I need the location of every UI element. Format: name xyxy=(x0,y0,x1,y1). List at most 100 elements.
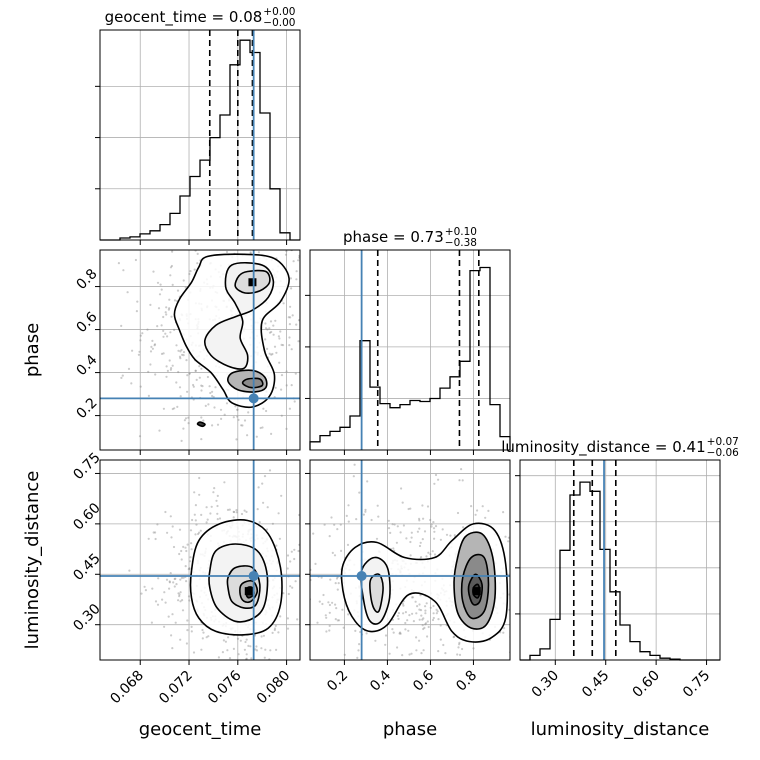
luminosity_distance_vs_geocent_time-point xyxy=(250,657,253,660)
luminosity_distance_vs_phase-point xyxy=(303,636,305,638)
phase_vs_geocent_time-point xyxy=(297,259,300,262)
luminosity_distance_vs_phase-point xyxy=(452,636,455,639)
luminosity_distance_vs_geocent_time-point xyxy=(188,567,191,570)
luminosity_distance_vs_phase-point xyxy=(426,620,429,623)
phase_vs_geocent_time-point xyxy=(249,241,251,243)
luminosity_distance_vs_geocent_time-point xyxy=(186,629,189,632)
luminosity_distance_vs_phase-point xyxy=(329,578,332,581)
phase_vs_geocent_time-point xyxy=(149,350,153,353)
luminosity_distance_vs_geocent_time-point xyxy=(212,671,214,673)
luminosity_distance_vs_phase-point xyxy=(387,527,391,530)
luminosity_distance_vs_geocent_time-point xyxy=(200,513,203,517)
luminosity_distance_vs_phase-point xyxy=(340,549,343,553)
luminosity_distance_vs_phase-point xyxy=(423,626,426,630)
phase_vs_geocent_time-point xyxy=(173,328,176,331)
luminosity_distance_vs_phase-point xyxy=(411,596,414,599)
luminosity_distance_vs_geocent_time-point xyxy=(243,509,246,512)
luminosity_distance_vs_phase-point xyxy=(439,624,442,627)
luminosity_distance_vs_phase-point xyxy=(345,514,348,518)
phase_vs_geocent_time-point xyxy=(202,419,205,422)
phase_vs_geocent_time-point xyxy=(136,300,139,303)
luminosity_distance_vs_geocent_time-point xyxy=(235,509,238,512)
luminosity_distance_vs_phase-point xyxy=(432,616,435,620)
luminosity_distance_vs_geocent_time-point xyxy=(205,506,208,509)
luminosity_distance_vs_phase-point xyxy=(402,524,405,527)
luminosity_distance_vs_phase-point xyxy=(407,507,410,511)
luminosity_distance_vs_phase-point xyxy=(426,661,428,663)
luminosity_distance_vs_phase-point xyxy=(431,618,435,622)
luminosity_distance_vs_geocent_time-point xyxy=(245,510,248,513)
phase_vs_geocent_time-point xyxy=(184,417,188,420)
phase_vs_geocent_time-point xyxy=(121,374,124,377)
luminosity_distance_vs_phase-point xyxy=(336,619,339,622)
luminosity_distance_vs_geocent_time-point xyxy=(157,577,160,580)
luminosity_distance_vs_geocent_time-point xyxy=(173,577,176,581)
phase_vs_geocent_time-point xyxy=(328,318,330,320)
phase_vs_geocent_time-point xyxy=(235,438,238,441)
luminosity_distance_vs_geocent_time-point xyxy=(179,591,182,594)
luminosity_distance_vs_phase-point xyxy=(328,535,331,538)
luminosity_distance_vs_phase-point xyxy=(404,628,407,631)
phase_vs_geocent_time-point xyxy=(188,372,191,375)
luminosity_distance_vs_phase-point xyxy=(331,601,334,604)
phase_vs_geocent_time-point xyxy=(177,370,180,374)
luminosity_distance_vs_phase-point xyxy=(416,530,419,533)
luminosity_distance_vs_geocent_time-point xyxy=(278,537,281,540)
luminosity_distance_vs_geocent_time-point xyxy=(289,560,292,563)
luminosity_distance_vs_phase-point xyxy=(418,603,421,606)
luminosity_distance_vs_phase-point xyxy=(358,643,361,646)
luminosity_distance_vs_phase-point xyxy=(396,525,399,528)
luminosity_distance_vs_phase-point xyxy=(377,515,380,518)
luminosity_distance_vs_geocent_time-point xyxy=(227,636,230,639)
luminosity_distance_vs_geocent_time-point xyxy=(165,682,167,684)
luminosity_distance_vs_phase-point xyxy=(444,652,447,655)
phase_vs_geocent_time-point xyxy=(168,298,171,301)
luminosity_distance_vs_geocent_time-point xyxy=(168,580,171,583)
phase_vs_geocent_time-point xyxy=(225,402,229,405)
phase_vs_geocent_time-point xyxy=(259,426,262,430)
phase_vs_geocent_time-point xyxy=(211,394,214,398)
luminosity_distance_vs_phase-point xyxy=(458,653,462,657)
luminosity_distance_vs_phase-point xyxy=(461,479,464,482)
luminosity_distance_vs_geocent_time-point xyxy=(249,645,252,648)
luminosity_distance_vs_phase-point xyxy=(433,537,436,540)
luminosity_distance_vs_phase-point xyxy=(532,555,534,557)
phase_vs_geocent_time-point xyxy=(169,331,172,334)
phase_vs_geocent_time-point xyxy=(354,338,356,340)
luminosity_distance_vs_phase-point xyxy=(513,693,515,695)
luminosity_distance_vs_phase-point xyxy=(541,542,543,544)
luminosity_distance_vs_phase-point xyxy=(296,570,298,572)
luminosity_distance_vs_phase-point xyxy=(418,639,421,642)
xtick-label-luminosity_distance-3: 0.75 xyxy=(680,668,713,701)
luminosity_distance_vs_geocent_time-point xyxy=(262,501,265,504)
phase_vs_geocent_time-point xyxy=(120,324,123,327)
ytick-label-phase-1: 0.4 xyxy=(74,352,101,379)
phase_vs_geocent_time-point xyxy=(228,230,230,232)
phase_vs_geocent_time-point xyxy=(285,384,288,387)
luminosity_distance_vs_geocent_time-point xyxy=(216,512,219,515)
luminosity_distance_vs_geocent_time-peak-0 xyxy=(244,587,253,596)
luminosity_distance_vs_phase-point xyxy=(514,592,516,594)
luminosity_distance_vs_phase-point xyxy=(391,523,394,526)
luminosity_distance_vs_geocent_time-point xyxy=(296,618,299,621)
luminosity_distance_vs_geocent_time-point xyxy=(185,642,188,645)
luminosity_distance_vs_phase-point xyxy=(476,509,479,512)
luminosity_distance_vs_phase-point xyxy=(544,582,546,584)
phase_vs_geocent_time-point xyxy=(186,390,189,393)
luminosity_distance_vs_phase-point xyxy=(357,649,360,652)
luminosity_distance_vs_phase-point xyxy=(550,712,552,714)
luminosity_distance_vs_phase-point xyxy=(420,614,423,617)
phase_vs_geocent_time-point xyxy=(234,405,237,408)
luminosity_distance_vs_phase-point xyxy=(318,600,321,603)
luminosity_distance_vs_phase-point xyxy=(528,527,530,529)
phase_vs_geocent_time-point xyxy=(146,328,149,331)
luminosity_distance_vs_phase-point xyxy=(353,463,356,466)
luminosity_distance_vs_phase-point xyxy=(365,632,368,635)
phase_vs_geocent_time-point xyxy=(257,251,260,254)
phase_vs_geocent_time-point xyxy=(150,345,153,348)
luminosity_distance_vs_phase-point xyxy=(433,482,436,485)
luminosity_distance_vs_phase-point xyxy=(399,531,402,534)
luminosity_distance_vs_phase-point xyxy=(457,646,460,649)
luminosity_distance_vs_phase-point xyxy=(458,643,461,646)
luminosity_distance_vs_phase-point xyxy=(335,607,338,610)
